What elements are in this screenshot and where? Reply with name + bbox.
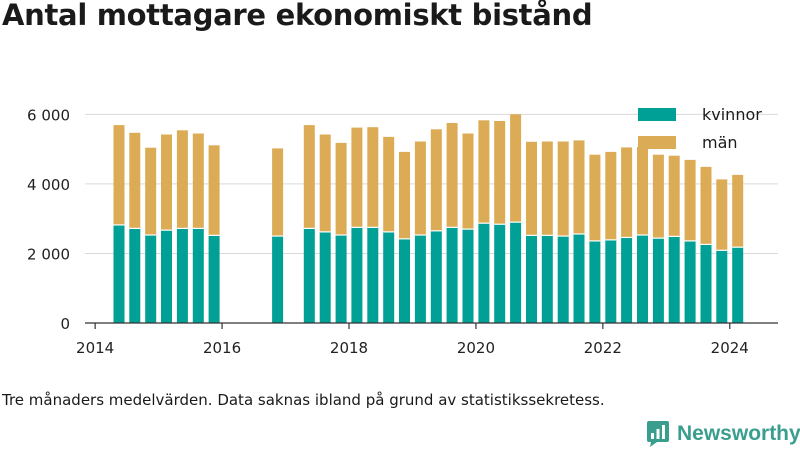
bar-kvinnor[interactable] <box>557 236 569 323</box>
bar-man[interactable] <box>319 134 331 232</box>
stacked-bar-chart: 0 2 000 4 000 6 000 2014 2016 2018 2020 2022 2024 <box>27 106 778 357</box>
bar-kvinnor[interactable] <box>145 235 157 323</box>
brand-logo[interactable]: Newsworthy <box>645 420 800 448</box>
bar-kvinnor[interactable] <box>208 235 220 323</box>
bar-man[interactable] <box>652 154 664 239</box>
bar-kvinnor[interactable] <box>272 236 284 323</box>
x-tick-label: 2016 <box>203 339 241 357</box>
bar-man[interactable] <box>621 147 633 238</box>
bar-man[interactable] <box>414 141 426 236</box>
legend-swatch-kvinnor <box>638 107 676 121</box>
bar-kvinnor[interactable] <box>652 238 664 323</box>
chart-title: Antal mottagare ekonomiskt bistånd <box>2 0 593 32</box>
y-tick-label: 2 000 <box>27 245 70 263</box>
bar-kvinnor[interactable] <box>319 231 331 323</box>
bar-kvinnor[interactable] <box>161 230 172 323</box>
legend: kvinnor män <box>638 100 762 156</box>
bar-man[interactable] <box>573 140 585 234</box>
legend-label-kvinnor: kvinnor <box>702 104 762 124</box>
bar-kvinnor[interactable] <box>367 227 379 323</box>
bar-man[interactable] <box>462 133 474 230</box>
bar-man[interactable] <box>605 151 617 240</box>
bar-man[interactable] <box>446 123 458 228</box>
bar-kvinnor[interactable] <box>605 239 617 323</box>
bar-man[interactable] <box>176 130 188 229</box>
bar-kvinnor[interactable] <box>129 228 141 323</box>
x-tick-label: 2024 <box>711 339 749 357</box>
bar-man[interactable] <box>161 134 172 231</box>
bar-kvinnor[interactable] <box>589 240 601 323</box>
bar-kvinnor[interactable] <box>732 247 744 323</box>
chart-caption: Tre månaders medelvärden. Data saknas ib… <box>2 391 605 409</box>
bar-kvinnor[interactable] <box>637 235 648 323</box>
bar-kvinnor[interactable] <box>113 224 125 323</box>
bar-man[interactable] <box>541 141 553 236</box>
bar-kvinnor[interactable] <box>176 228 188 323</box>
brand-name: Newsworthy <box>677 422 800 445</box>
bar-man[interactable] <box>129 132 141 229</box>
bar-man[interactable] <box>208 145 220 236</box>
bar-kvinnor[interactable] <box>510 222 522 323</box>
bar-man[interactable] <box>272 148 284 236</box>
x-tick-label: 2018 <box>330 339 368 357</box>
bar-man[interactable] <box>383 136 395 232</box>
bar-man[interactable] <box>589 154 601 241</box>
bar-kvinnor[interactable] <box>462 229 474 323</box>
bar-kvinnor[interactable] <box>541 235 553 323</box>
legend-label-man: män <box>702 132 738 152</box>
x-tick-label: 2020 <box>457 339 495 357</box>
bar-man[interactable] <box>494 121 506 225</box>
bar-man[interactable] <box>668 155 680 237</box>
bar-kvinnor[interactable] <box>430 230 442 323</box>
bar-man[interactable] <box>430 129 442 231</box>
bar-kvinnor[interactable] <box>399 238 410 323</box>
bar-man[interactable] <box>637 147 648 235</box>
x-tick-label: 2022 <box>584 339 622 357</box>
x-tick-label: 2014 <box>76 339 114 357</box>
newsworthy-logo-icon <box>647 421 669 447</box>
bar-kvinnor[interactable] <box>414 235 426 323</box>
bar-man[interactable] <box>716 179 728 251</box>
bar-man[interactable] <box>732 174 744 248</box>
bar-man[interactable] <box>367 127 379 228</box>
bar-man[interactable] <box>351 127 363 228</box>
bar-kvinnor[interactable] <box>716 250 728 323</box>
bar-kvinnor[interactable] <box>446 227 458 323</box>
legend-item-kvinnor[interactable]: kvinnor <box>638 100 762 128</box>
bar-man[interactable] <box>557 141 569 237</box>
bar-kvinnor[interactable] <box>684 240 696 323</box>
bar-kvinnor[interactable] <box>303 228 315 323</box>
bar-man[interactable] <box>113 125 125 225</box>
bar-man[interactable] <box>303 125 315 229</box>
legend-item-man[interactable]: män <box>638 128 762 156</box>
bar-man[interactable] <box>192 133 204 229</box>
bar-kvinnor[interactable] <box>335 235 347 323</box>
bar-kvinnor[interactable] <box>573 234 585 323</box>
bar-kvinnor[interactable] <box>494 224 506 323</box>
bar-kvinnor[interactable] <box>526 235 537 323</box>
bar-man[interactable] <box>510 114 522 223</box>
bar-man[interactable] <box>526 141 537 236</box>
bar-man[interactable] <box>335 142 347 236</box>
bar-kvinnor[interactable] <box>668 236 680 323</box>
bar-kvinnor[interactable] <box>621 237 633 324</box>
legend-swatch-man <box>638 135 676 149</box>
bar-kvinnor[interactable] <box>478 223 490 323</box>
y-tick-label: 6 000 <box>27 106 70 124</box>
bar-man[interactable] <box>399 151 410 239</box>
y-tick-label: 4 000 <box>27 176 70 194</box>
bar-kvinnor[interactable] <box>351 227 363 323</box>
bar-kvinnor[interactable] <box>700 244 712 323</box>
bar-kvinnor[interactable] <box>383 231 395 323</box>
bar-man[interactable] <box>145 147 157 235</box>
bar-man[interactable] <box>478 120 490 224</box>
bar-man[interactable] <box>700 166 712 245</box>
bar-man[interactable] <box>684 159 696 241</box>
bar-kvinnor[interactable] <box>192 228 204 323</box>
y-tick-label: 0 <box>60 315 70 333</box>
